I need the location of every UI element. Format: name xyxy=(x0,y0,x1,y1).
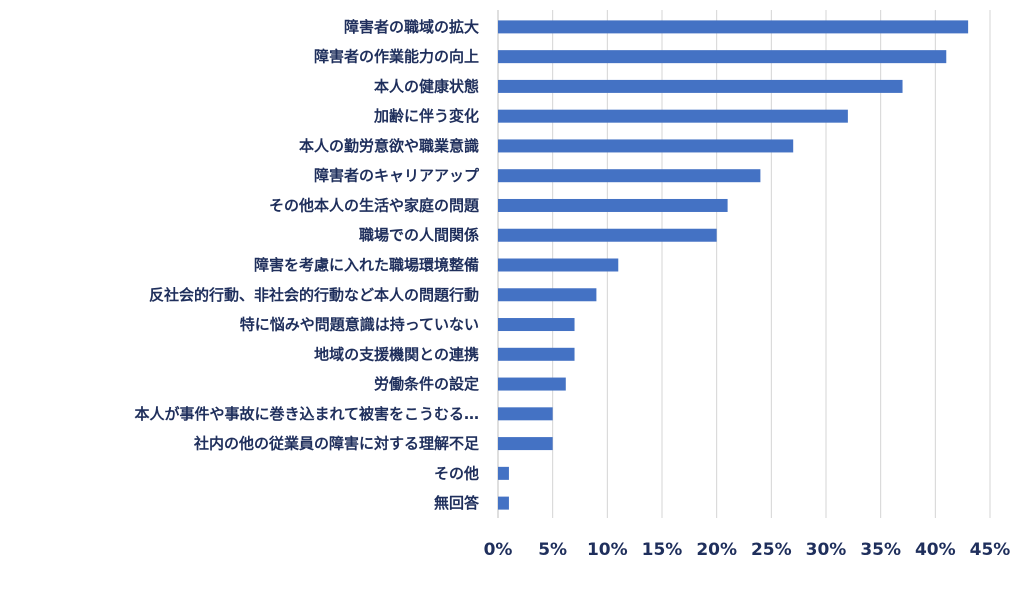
grid-lines xyxy=(497,10,991,518)
category-label: 本人の勤労意欲や職業意識 xyxy=(299,137,479,155)
bar xyxy=(498,318,575,332)
bar xyxy=(498,347,575,361)
x-tick-label: 25% xyxy=(751,540,792,560)
bar xyxy=(498,198,728,212)
bar xyxy=(498,377,566,391)
x-tick-label: 5% xyxy=(538,540,567,560)
category-label: 障害者の職域の拡大 xyxy=(344,18,479,36)
bar xyxy=(498,139,794,153)
category-label: 職場での人間関係 xyxy=(359,226,479,244)
bar xyxy=(498,496,509,510)
x-tick-label: 15% xyxy=(642,540,683,560)
bar xyxy=(498,79,903,93)
x-tick-label: 35% xyxy=(860,540,901,560)
category-label: 反社会的行動、非社会的行動など本人の問題行動 xyxy=(149,286,479,304)
bar xyxy=(498,109,848,123)
category-labels: 障害者の職域の拡大障害者の作業能力の向上本人の健康状態加齢に伴う変化本人の勤労意… xyxy=(134,18,480,512)
bar xyxy=(498,228,717,242)
bar xyxy=(498,20,969,34)
x-axis-tick-labels: 0% 5% 10% 15% 20% 25% 30% 35% 40% 45% xyxy=(484,540,1011,560)
bar xyxy=(498,258,619,272)
bar xyxy=(498,50,947,64)
category-label: 本人の健康状態 xyxy=(374,77,479,95)
category-label: 障害者のキャリアアップ xyxy=(314,167,480,185)
bar xyxy=(498,407,553,421)
bar xyxy=(498,466,509,480)
category-label: 障害を考慮に入れた職場環境整備 xyxy=(254,256,479,274)
x-tick-label: 20% xyxy=(696,540,737,560)
x-tick-label: 40% xyxy=(915,540,956,560)
bar xyxy=(498,288,597,302)
category-label: 障害者の作業能力の向上 xyxy=(314,48,479,66)
category-label: 労働条件の設定 xyxy=(374,375,479,393)
category-label: その他本人の生活や家庭の問題 xyxy=(269,196,480,214)
category-label: 社内の他の従業員の障害に対する理解不足 xyxy=(193,435,480,453)
category-label: 特に悩みや問題意識は持っていない xyxy=(240,316,479,334)
x-tick-label: 10% xyxy=(587,540,628,560)
x-tick-label: 30% xyxy=(806,540,847,560)
bar xyxy=(498,169,761,183)
x-tick-label: 0% xyxy=(484,540,513,560)
category-label: その他 xyxy=(434,464,479,482)
bars xyxy=(498,20,969,510)
category-label: 無回答 xyxy=(434,494,480,512)
category-label: 地域の支援機関との連携 xyxy=(314,345,479,363)
category-label: 加齢に伴う変化 xyxy=(373,107,479,125)
bar xyxy=(498,437,553,451)
category-label: 本人が事件や事故に巻き込まれて被害をこうむる… xyxy=(134,405,479,423)
x-tick-label: 45% xyxy=(970,540,1011,560)
